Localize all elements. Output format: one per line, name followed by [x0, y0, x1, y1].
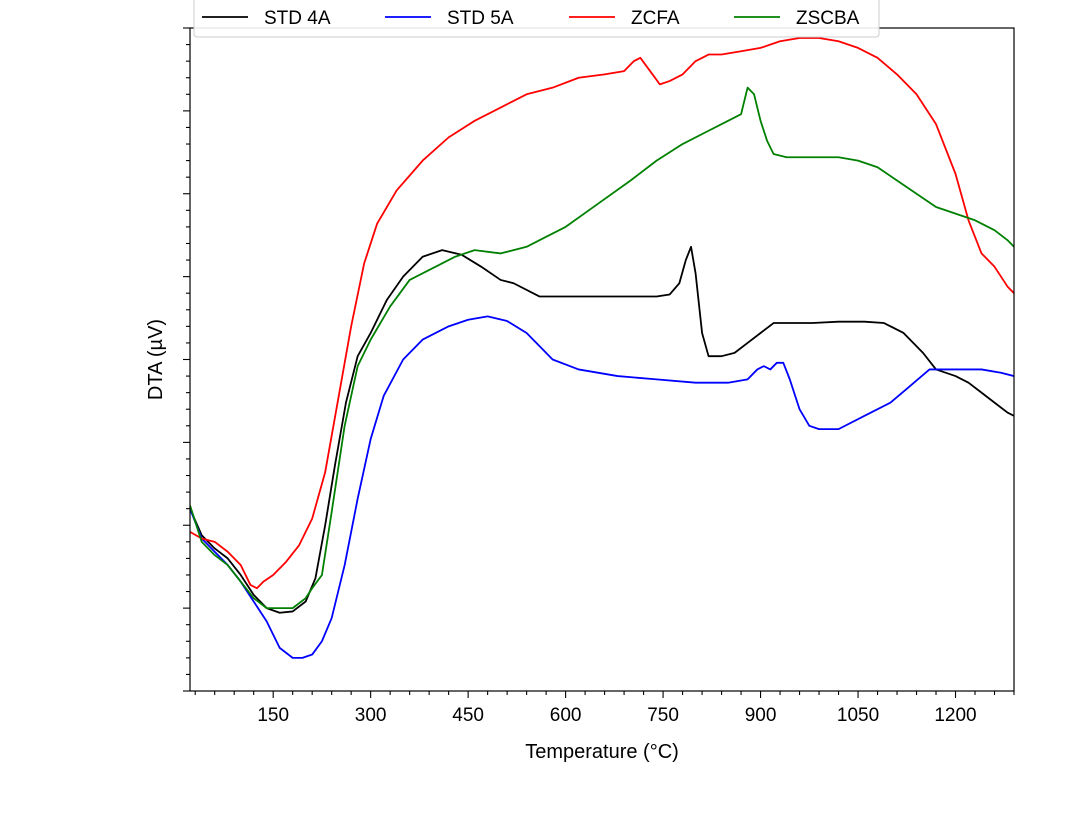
plot-area-frame [189, 27, 1015, 692]
x-tick-label: 750 [647, 705, 679, 726]
y-axis-title: DTA (µV) [145, 319, 167, 400]
x-tick-label: 600 [550, 705, 582, 726]
legend-label-std-5a: STD 5A [447, 8, 514, 29]
x-axis-title: Temperature (°C) [525, 741, 679, 763]
x-tick-label: 150 [257, 705, 289, 726]
x-tick-label: 1200 [934, 705, 976, 726]
series-line-zscba [190, 86, 1014, 610]
series-line-std-4a [190, 245, 1014, 614]
x-tick-label: 1050 [837, 705, 879, 726]
x-tick-label: 300 [355, 705, 387, 726]
series-layer [190, 37, 1014, 659]
legend-box [193, 0, 880, 38]
legend-label-std-4a: STD 4A [264, 8, 331, 29]
x-axis: 150 300 450 600 750 900 1050 1200 [194, 691, 1015, 726]
legend: STD 4A STD 5A ZCFA ZSCBA [193, 0, 880, 38]
series-line-zcfa [190, 37, 1014, 590]
x-tick-label: 900 [745, 705, 777, 726]
legend-label-zcfa: ZCFA [631, 8, 680, 29]
x-tick-label: 450 [452, 705, 484, 726]
series-line-std-5a [190, 315, 1014, 659]
y-axis [183, 27, 190, 692]
legend-label-zscba: ZSCBA [796, 8, 860, 29]
